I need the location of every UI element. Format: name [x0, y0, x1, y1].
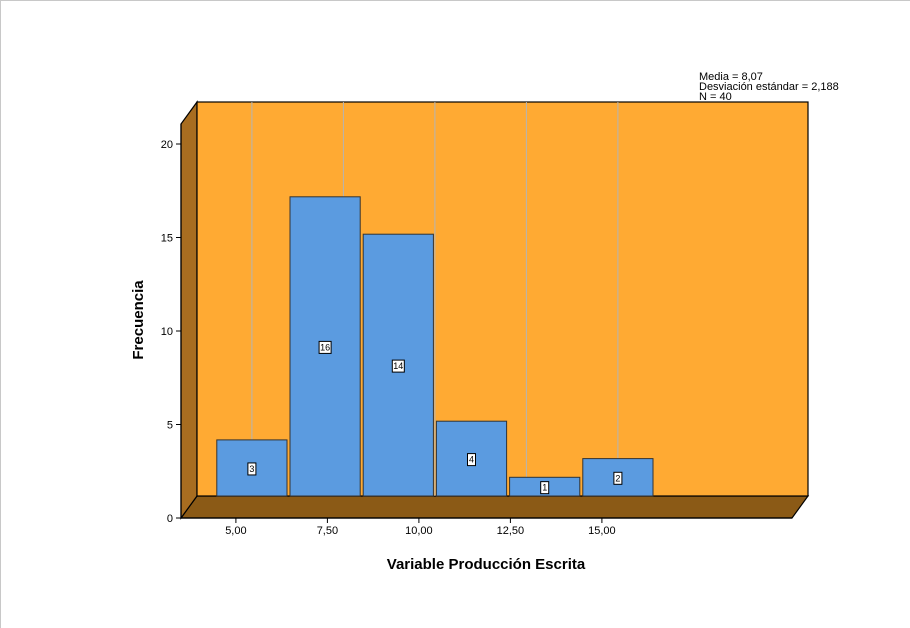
data-label-box	[247, 462, 257, 476]
data-label: 4	[469, 455, 474, 465]
y-tick-label: 10	[161, 326, 173, 338]
y-ticks: 0 5 10 15 20	[161, 139, 181, 525]
y-tick-label: 0	[167, 513, 173, 525]
x-axis-title: Variable Producción Escrita	[387, 556, 586, 573]
x-tick-label: 12,50	[497, 525, 525, 537]
data-labels: 3 16 14 4 1 2	[247, 340, 623, 495]
data-label: 16	[320, 342, 330, 352]
y-axis-title: Frecuencia	[130, 280, 147, 360]
data-label-box	[467, 453, 476, 467]
y-tick-label: 20	[161, 139, 173, 151]
x-ticks: 5,00 7,50 10,00 12,50 15,00	[225, 518, 616, 537]
stats-line: Media = 8,07	[699, 71, 763, 83]
chart-left-wall	[180, 100, 198, 520]
data-label: 3	[249, 464, 254, 474]
data-label-box	[613, 471, 623, 485]
data-label: 1	[542, 483, 547, 493]
data-label: 14	[393, 361, 403, 371]
data-label: 2	[615, 473, 620, 483]
y-tick-label: 15	[161, 233, 173, 245]
x-tick-label: 5,00	[225, 525, 246, 537]
histogram-bar	[362, 233, 434, 497]
x-tick-label: 15,00	[588, 525, 616, 537]
data-label-box	[391, 359, 405, 373]
x-tick-label: 7,50	[317, 525, 338, 537]
x-tick-label: 10,00	[405, 525, 433, 537]
stats-line: N = 40	[699, 91, 732, 103]
data-label-box	[318, 340, 332, 354]
stats-line: Desviación estándar = 2,188	[699, 81, 839, 93]
y-tick-label: 5	[167, 420, 173, 432]
data-label-box	[540, 481, 550, 495]
chart-floor	[179, 495, 810, 519]
